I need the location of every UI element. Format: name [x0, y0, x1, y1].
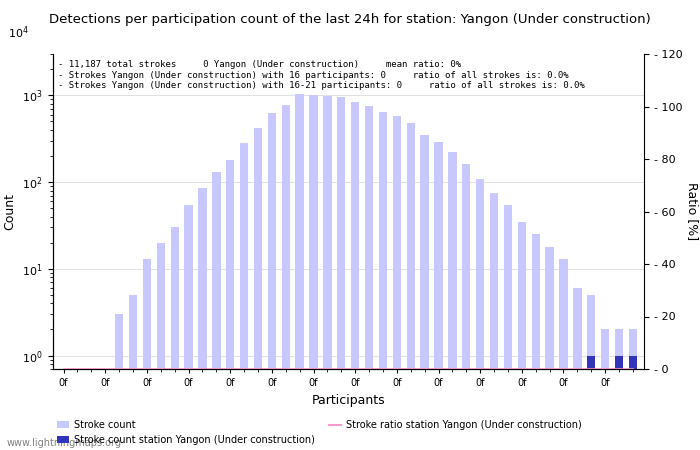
Stroke ratio station Yangon (Under construction) [74, 366, 82, 372]
Stroke ratio station Yangon (Under construction) [448, 366, 456, 372]
Bar [184, 205, 192, 450]
Stroke ratio station Yangon (Under construction) [184, 366, 192, 372]
Stroke ratio station Yangon (Under construction) [171, 366, 179, 372]
Stroke ratio station Yangon (Under construction) [573, 366, 582, 372]
Bar [573, 288, 582, 450]
Text: Detections per participation count of the last 24h for station: Yangon (Under co: Detections per participation count of th… [49, 14, 651, 27]
Stroke ratio station Yangon (Under construction) [462, 366, 470, 372]
Bar [365, 106, 373, 450]
Bar [517, 222, 526, 450]
Bar [60, 369, 68, 450]
Bar [448, 153, 456, 450]
Bar [309, 95, 318, 450]
Stroke ratio station Yangon (Under construction) [545, 366, 554, 372]
Stroke ratio station Yangon (Under construction) [198, 366, 206, 372]
Y-axis label: Ratio [%]: Ratio [%] [686, 182, 699, 241]
Stroke ratio station Yangon (Under construction) [434, 366, 442, 372]
Stroke ratio station Yangon (Under construction) [531, 366, 540, 372]
Bar [254, 128, 262, 450]
Stroke ratio station Yangon (Under construction) [407, 366, 415, 372]
Bar [295, 94, 304, 450]
Stroke ratio station Yangon (Under construction) [226, 366, 234, 372]
Stroke ratio station Yangon (Under construction) [295, 366, 304, 372]
Bar [88, 369, 95, 450]
Stroke ratio station Yangon (Under construction) [323, 366, 332, 372]
Stroke ratio station Yangon (Under construction) [421, 366, 429, 372]
Bar [545, 247, 554, 450]
Bar [587, 356, 596, 450]
Bar [337, 97, 346, 450]
Bar [434, 142, 442, 450]
Bar [490, 193, 498, 450]
Text: www.lightningmaps.org: www.lightningmaps.org [7, 438, 122, 448]
Bar [615, 329, 623, 450]
Bar [323, 96, 332, 450]
Stroke ratio station Yangon (Under construction) [559, 366, 568, 372]
Bar [629, 356, 637, 450]
Bar [157, 243, 165, 450]
Bar [393, 116, 401, 450]
Stroke ratio station Yangon (Under construction) [615, 366, 623, 372]
Stroke ratio station Yangon (Under construction) [517, 366, 526, 372]
Stroke ratio station Yangon (Under construction) [393, 366, 401, 372]
Bar [129, 295, 137, 450]
Bar [407, 123, 415, 450]
Stroke ratio station Yangon (Under construction) [240, 366, 248, 372]
X-axis label: Participants: Participants [312, 394, 385, 407]
Bar [171, 227, 179, 450]
Bar [351, 102, 359, 450]
Stroke ratio station Yangon (Under construction) [281, 366, 290, 372]
Bar [143, 259, 151, 450]
Bar [267, 113, 276, 450]
Stroke ratio station Yangon (Under construction) [351, 366, 359, 372]
Bar [101, 369, 109, 450]
Bar [212, 172, 220, 450]
Bar [226, 160, 234, 450]
Bar [240, 144, 248, 450]
Stroke ratio station Yangon (Under construction) [490, 366, 498, 372]
Stroke ratio station Yangon (Under construction) [379, 366, 387, 372]
Bar [421, 135, 429, 450]
Stroke ratio station Yangon (Under construction) [254, 366, 262, 372]
Stroke ratio station Yangon (Under construction) [88, 366, 96, 372]
Text: - 11,187 total strokes     0 Yangon (Under construction)     mean ratio: 0%
- St: - 11,187 total strokes 0 Yangon (Under c… [58, 60, 585, 90]
Bar [476, 179, 484, 450]
Bar [462, 164, 470, 450]
Stroke ratio station Yangon (Under construction) [587, 366, 596, 372]
Bar [504, 205, 512, 450]
Bar [615, 356, 623, 450]
Stroke ratio station Yangon (Under construction) [601, 366, 609, 372]
Bar [198, 188, 206, 450]
Stroke ratio station Yangon (Under construction) [476, 366, 484, 372]
Bar [601, 329, 609, 450]
Stroke ratio station Yangon (Under construction) [157, 366, 165, 372]
Bar [115, 314, 123, 450]
Stroke ratio station Yangon (Under construction) [115, 366, 123, 372]
Stroke ratio station Yangon (Under construction) [504, 366, 512, 372]
Text: 10$^4$: 10$^4$ [8, 25, 29, 41]
Bar [379, 112, 387, 450]
Stroke ratio station Yangon (Under construction) [143, 366, 151, 372]
Bar [531, 234, 540, 450]
Stroke ratio station Yangon (Under construction) [337, 366, 346, 372]
Stroke ratio station Yangon (Under construction) [212, 366, 220, 372]
Bar [629, 329, 637, 450]
Stroke ratio station Yangon (Under construction) [60, 366, 68, 372]
Stroke ratio station Yangon (Under construction) [267, 366, 276, 372]
Bar [559, 259, 568, 450]
Stroke ratio station Yangon (Under construction) [365, 366, 373, 372]
Stroke ratio station Yangon (Under construction) [129, 366, 137, 372]
Stroke ratio station Yangon (Under construction) [629, 366, 637, 372]
Stroke ratio station Yangon (Under construction) [101, 366, 109, 372]
Bar [74, 369, 82, 450]
Bar [281, 105, 290, 450]
Legend: Stroke count, Stroke count station Yangon (Under construction), Stroke ratio sta: Stroke count, Stroke count station Yango… [57, 420, 582, 445]
Stroke ratio station Yangon (Under construction) [309, 366, 318, 372]
Bar [587, 295, 596, 450]
Y-axis label: Count: Count [4, 193, 17, 230]
